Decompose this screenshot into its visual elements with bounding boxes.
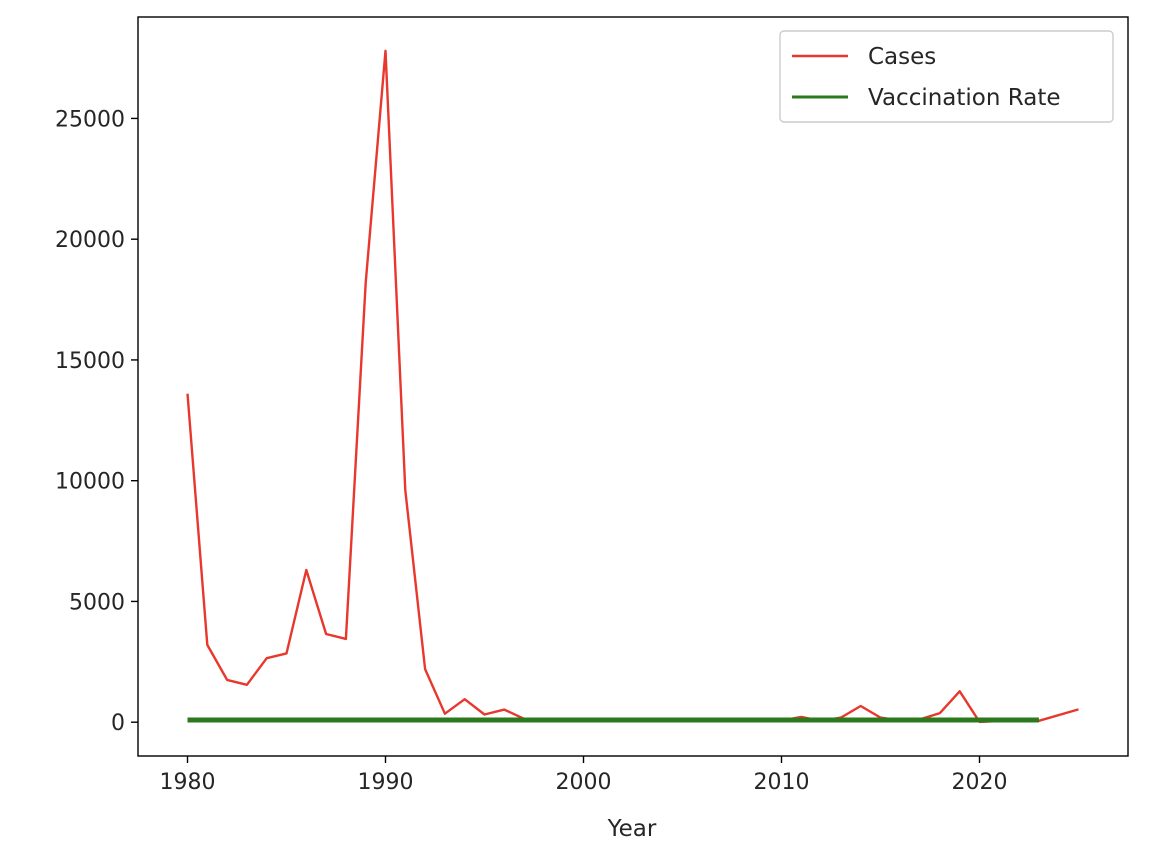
x-tick-label: 2010 (754, 770, 810, 795)
plot-area (137, 16, 1129, 757)
y-tick-label: 0 (111, 711, 125, 736)
y-tick-label: 5000 (69, 590, 125, 615)
x-tick-label: 2020 (952, 770, 1008, 795)
x-axis-title: Year (607, 816, 657, 842)
y-tick-label: 25000 (55, 107, 125, 132)
series-layer (186, 49, 1079, 724)
legend-box (779, 30, 1114, 123)
x-tick-label: 2000 (556, 770, 612, 795)
x-tick-label: 1990 (358, 770, 414, 795)
y-tick-label: 10000 (55, 470, 125, 495)
y-tick-label: 15000 (55, 349, 125, 374)
y-axis: 0 5000 10000 15000 20000 25000 (55, 107, 138, 736)
legend-label: Cases (868, 44, 936, 70)
x-tick-label: 1980 (160, 770, 216, 795)
x-axis: 1980 1990 2000 2010 2020 (160, 756, 1008, 795)
legend: Cases Vaccination Rate (779, 30, 1114, 123)
legend-label: Vaccination Rate (868, 85, 1061, 111)
y-tick-label: 20000 (55, 228, 125, 253)
